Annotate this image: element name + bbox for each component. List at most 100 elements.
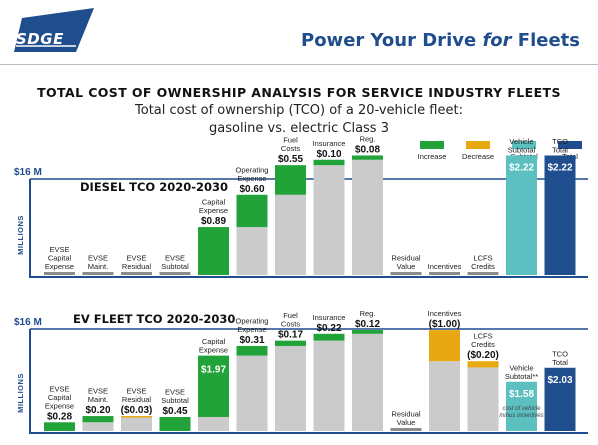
subtitle-line-2: gasoline vs. electric Class 3 [209, 121, 389, 136]
ev-cat-12-value-label: $1.58 [509, 389, 534, 400]
ev-cat-6-base-bar [275, 345, 306, 431]
ev-cat-11-label-0: LCFS [473, 332, 492, 341]
ev-cat-4-delta-bar [198, 355, 229, 417]
diesel-cat-1-label-1: Maint. [88, 262, 108, 271]
ev-cat-12-bar [506, 381, 537, 431]
ev-cat-7-delta-bar [313, 333, 345, 341]
diesel-cat-6-label-1: Costs [281, 144, 300, 153]
ev-cat-10-value-label: ($1.00) [429, 319, 461, 330]
ev-cat-6-label-0: Fuel [283, 311, 298, 320]
ev-cat-13-label-0: TCO [552, 349, 568, 358]
ev-cat-2-label-0: EVSE [126, 387, 146, 396]
ev-cat-0-label-2: Expense [45, 401, 74, 410]
brand-title-em: for [482, 30, 512, 51]
ev-cat-3-delta-bar [159, 416, 191, 431]
diesel-cat-5-delta-bar [236, 194, 268, 228]
ev-cat-4-value-label: $1.97 [201, 365, 226, 376]
ev-cat-6-delta-bar [275, 340, 306, 346]
ev-cat-1-label-0: EVSE [88, 387, 108, 396]
diesel-cat-6-label-0: Fuel [283, 136, 298, 145]
ev-cat-2-value-label: ($0.03) [121, 405, 153, 416]
ev-cat-5-base-bar [236, 355, 268, 431]
ev-cat-2-base-bar [121, 416, 152, 431]
diesel-cat-5-label-0: Operating [236, 165, 269, 174]
diesel-cat-5-label-1: Expense [237, 174, 266, 183]
ev-cat-1-delta-bar [82, 416, 114, 423]
diesel-cat-12-label-1: Subtotal [508, 145, 536, 154]
diesel-cat-7-delta-bar [313, 159, 345, 166]
legend-swatch-increase [420, 141, 444, 149]
diesel-cat-11-label-1: Credits [471, 262, 495, 271]
ev-cat-11-label-1: Credits [471, 340, 495, 349]
diesel-cat-13-bar [544, 155, 576, 275]
diesel-cat-1-marker [82, 272, 114, 275]
diesel-cat-10-label-0: Incentives [428, 262, 462, 271]
ev-cat-0-delta-bar [44, 422, 75, 431]
ev-cat-12-label-0: Vehicle [509, 363, 533, 372]
diesel-cat-13-value-label: $2.22 [547, 162, 572, 173]
ev-cat-5-label-0: Operating [236, 316, 269, 325]
diesel-cat-0-marker [44, 272, 75, 275]
diesel-cat-9-label-0: Residual [391, 254, 421, 263]
diesel-ymax-label: $16 M [14, 167, 42, 178]
ev-cat-1-base-bar [82, 422, 114, 431]
diesel-cat-3-label-0: EVSE [165, 254, 185, 263]
ev-cat-10-base-bar [429, 361, 460, 431]
legend-label-increase: Increase [417, 152, 447, 161]
diesel-cat-0-label-1: Capital [48, 254, 72, 263]
ev-cat-7-base-bar [313, 340, 345, 431]
diesel-cat-6-value-label: $0.55 [278, 154, 303, 165]
ev-cat-13-value-label: $2.03 [547, 375, 572, 386]
diesel-y-axis-label: MILLIONS [16, 215, 25, 255]
diesel-cat-5-base-bar [236, 227, 268, 275]
diesel-cat-1-label-0: EVSE [88, 254, 108, 263]
diesel-cat-3-label-1: Subtotal [161, 262, 189, 271]
ev-cat-11-value-label: ($0.20) [467, 350, 499, 361]
diesel-cat-3-marker [159, 272, 191, 275]
ev-cat-6-value-label: $0.17 [278, 330, 303, 341]
ev-cat-10-delta-bar [429, 330, 460, 362]
diesel-cat-4-label-1: Expense [199, 206, 228, 215]
diesel-cat-13-label-1: Total [552, 145, 568, 154]
legend-swatch-total [558, 141, 582, 149]
ev-cat-13-bar [544, 367, 576, 431]
diesel-cat-0-label-2: Expense [45, 262, 74, 271]
diesel-cat-8-delta-bar [352, 155, 383, 160]
brand-title-pre: Power Your Drive [301, 30, 483, 51]
legend-swatch-subtotal [512, 141, 536, 149]
ev-cat-5-label-1: Expense [237, 325, 266, 334]
legend-swatch-decrease [466, 141, 490, 149]
ev-cat-4-base-bar [198, 416, 229, 431]
diesel-cat-8-value-label: $0.08 [355, 144, 380, 155]
ev-cat-9-label-0: Residual [391, 410, 421, 419]
ev-cat-7-value-label: $0.22 [316, 323, 341, 334]
diesel-cat-6-delta-bar [275, 165, 306, 195]
ev-cat-8-value-label: $0.12 [355, 319, 380, 330]
header-divider [0, 64, 598, 65]
ev-cat-9-label-1: Value [397, 418, 416, 427]
ev-fleet-tco-chart: $16 M MILLIONS EV FLEET TCO 2020-2030 $0.28… [14, 309, 588, 434]
subtitle-line-1: Total cost of ownership (TCO) of a 20-ve… [135, 103, 463, 118]
diesel-cat-4-delta-bar [198, 227, 229, 275]
diesel-cat-5-value-label: $0.60 [239, 184, 264, 195]
legend-item-increase: Increase [408, 141, 456, 161]
ev-cat-12-label-1: Subtotal** [505, 372, 538, 381]
brand-title: Power Your Drive for Fleets [301, 30, 580, 51]
ev-cat-2-label-1: Residual [122, 395, 152, 404]
ev-cat-9-marker [390, 428, 422, 431]
legend-item-decrease: Decrease [454, 141, 502, 161]
diesel-cat-8-label-0: Reg. [360, 134, 376, 143]
brand-title-post: Fleets [511, 30, 580, 51]
ev-cat-8-base-bar [352, 333, 383, 431]
ev-cat-13-label-1: Total [552, 358, 568, 367]
diesel-cat-4-value-label: $0.89 [201, 216, 226, 227]
diesel-cat-2-label-1: Residual [122, 262, 152, 271]
diesel-cat-12-value-label: $2.22 [509, 162, 534, 173]
sdge-logo: SDGE [14, 8, 94, 52]
diesel-cat-6-base-bar [275, 194, 306, 275]
diesel-cat-7-label-0: Insurance [313, 139, 346, 148]
ev-cat-12-note-1: minus incentives [499, 413, 543, 419]
logo-text: SDGE [16, 30, 64, 48]
